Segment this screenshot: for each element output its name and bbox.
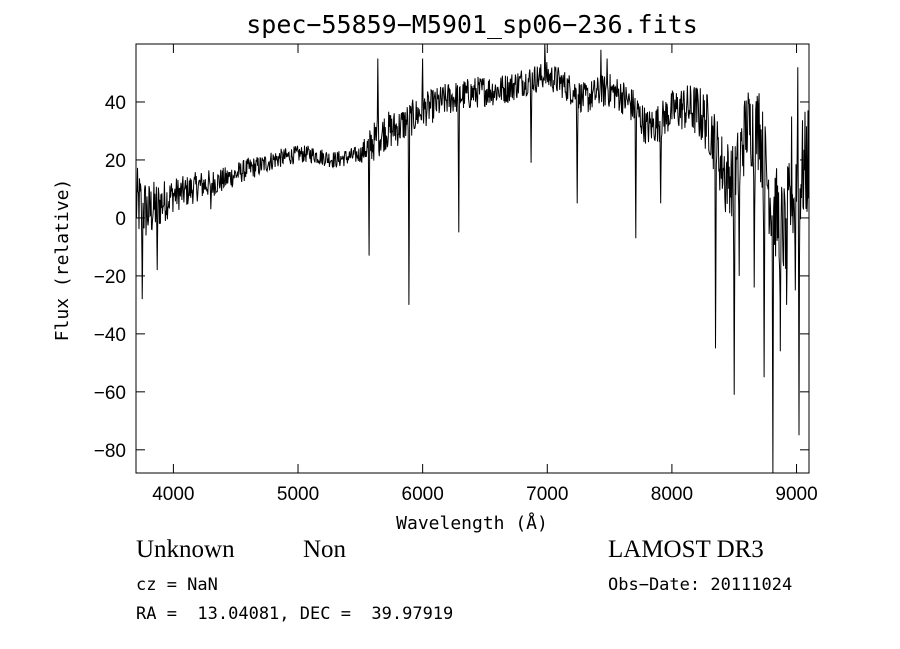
x-tick-label: 4000 (152, 484, 194, 505)
chart-title: spec−55859−M5901_sp06−236.fits (246, 10, 698, 39)
object-class: Unknown (136, 536, 235, 563)
y-tick-label: −40 (94, 325, 126, 346)
coordinates: RA = 13.04081, DEC = 39.97919 (136, 604, 454, 624)
x-axis-label: Wavelength (Å) (396, 512, 548, 534)
plot-frame (135, 43, 810, 474)
spectrum-plot-area (136, 44, 809, 473)
x-tick-label: 9000 (775, 484, 817, 505)
y-axis: −80 −60 −40 −20 0 20 40 (94, 93, 809, 462)
spectrum-series-line (136, 44, 809, 473)
y-tick-label: −60 (94, 383, 126, 404)
y-tick-label: 20 (105, 151, 126, 172)
survey-name: LAMOST DR3 (608, 536, 764, 563)
redshift-value: cz = NaN (136, 575, 218, 595)
y-tick-label: −80 (94, 441, 126, 462)
y-tick-label: 0 (115, 209, 126, 230)
x-axis: 4000 5000 6000 7000 8000 9000 (152, 44, 818, 505)
x-tick-label: 5000 (277, 484, 319, 505)
x-tick-label: 6000 (402, 484, 444, 505)
y-tick-label: 40 (105, 93, 126, 114)
object-subclass: Non (303, 536, 347, 563)
x-tick-label: 8000 (651, 484, 693, 505)
y-tick-label: −20 (94, 267, 126, 288)
y-axis-label: Flux (relative) (52, 179, 73, 342)
observation-date: Obs−Date: 20111024 (608, 575, 793, 595)
x-tick-label: 7000 (526, 484, 568, 505)
